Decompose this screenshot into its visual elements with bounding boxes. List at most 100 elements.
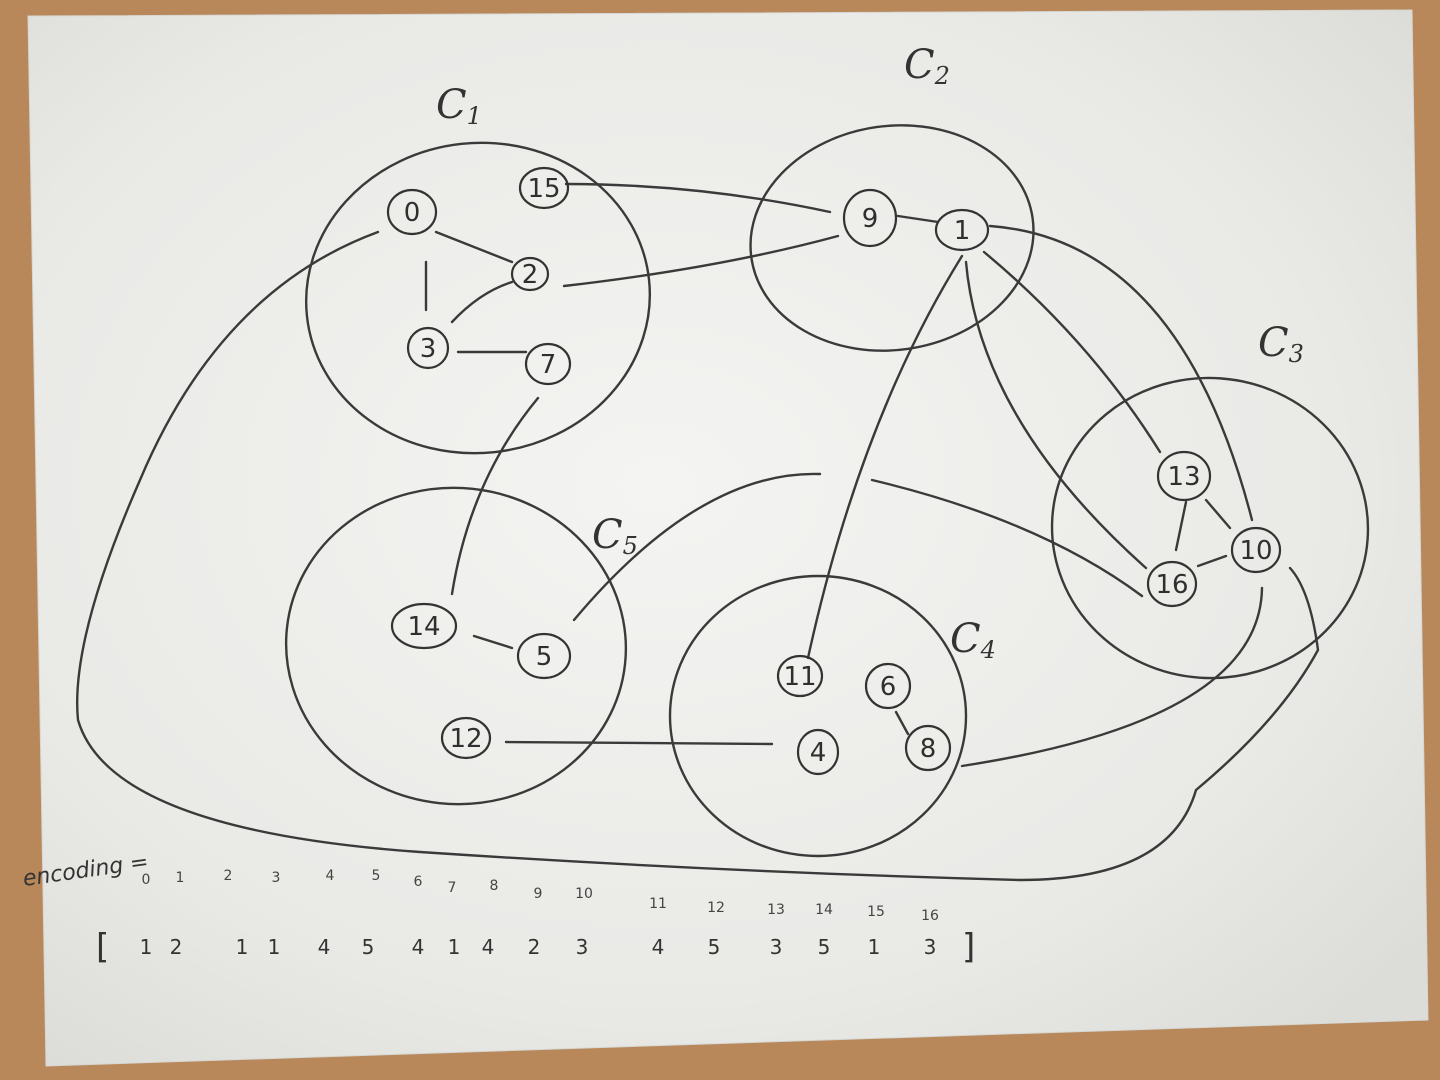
node-ring — [516, 632, 572, 680]
node-label: 5 — [536, 642, 553, 672]
node-ring — [776, 654, 824, 698]
node-label: 9 — [862, 204, 879, 234]
encoding-index: 5 — [372, 868, 381, 884]
edge-0-2 — [434, 230, 514, 264]
edge-8-10 — [960, 586, 1264, 768]
encoding-value: 1 — [140, 935, 153, 959]
encoding-index: 7 — [448, 880, 457, 896]
edge-5-16 — [572, 472, 1144, 622]
node-ring — [390, 602, 458, 650]
cluster-label-c5: C5 — [592, 512, 638, 560]
node-label: 7 — [540, 350, 557, 380]
encoding-value: 4 — [412, 935, 425, 959]
cluster-outlines — [284, 124, 1370, 858]
encoding-index: 16 — [921, 908, 939, 924]
encoding-index: 8 — [490, 878, 499, 894]
encoding-index: 0 — [142, 872, 151, 888]
node-label: 1 — [954, 216, 971, 246]
node-7: 7 — [524, 342, 572, 386]
encoding-close-bracket: ] — [962, 927, 975, 967]
cluster-c4-outline — [668, 574, 968, 858]
cluster-c5-outline — [284, 486, 628, 806]
edge-1-13 — [982, 250, 1162, 454]
edge-0-10 — [76, 230, 1320, 882]
encoding-value: 3 — [770, 935, 783, 959]
encoding-index: 11 — [649, 896, 667, 912]
cluster-c1-outline — [304, 141, 652, 455]
encoding-value: 4 — [318, 935, 331, 959]
node-label: 13 — [1167, 462, 1200, 492]
encoding-value: 1 — [868, 935, 881, 959]
edge-14-5 — [472, 634, 514, 650]
node-9: 9 — [842, 188, 898, 248]
encoding-value: 1 — [268, 935, 281, 959]
cluster-labels: C1 C2 C3 C4 C5 — [436, 42, 1304, 664]
node-ring — [510, 256, 550, 292]
encoding-index: 15 — [867, 904, 885, 920]
node-ring — [904, 724, 952, 772]
encoding-value: 1 — [448, 935, 461, 959]
encoding-index: 14 — [815, 902, 833, 918]
encoding-value: 3 — [924, 935, 937, 959]
node-label: 3 — [420, 334, 437, 364]
encoding-value: 5 — [818, 935, 831, 959]
node-label: 0 — [404, 198, 421, 228]
node-0: 0 — [386, 188, 438, 236]
node-label: 8 — [920, 734, 937, 764]
cluster-label-c2: C2 — [904, 42, 950, 90]
encoding-index: 9 — [534, 886, 543, 902]
encoding-value: 5 — [708, 935, 721, 959]
encoding-index: 10 — [575, 886, 593, 902]
edge-16-10 — [1196, 554, 1228, 568]
encoding-index: 2 — [224, 868, 233, 884]
node-15: 15 — [518, 166, 570, 210]
encoding-open-bracket: [ — [96, 927, 109, 967]
edge-12-4 — [504, 740, 774, 746]
node-10: 10 — [1230, 526, 1282, 574]
encoding-value: 2 — [528, 935, 541, 959]
cluster-c3-outline — [1050, 376, 1370, 680]
edges — [76, 182, 1320, 882]
encoding-index: 4 — [326, 868, 335, 884]
node-label: 12 — [449, 724, 482, 754]
node-14: 14 — [390, 602, 458, 650]
node-11: 11 — [776, 654, 824, 698]
edge-1-10 — [988, 224, 1254, 522]
node-ring — [386, 188, 438, 236]
node-ring — [1146, 560, 1198, 608]
node-ring — [864, 662, 912, 710]
encoding-index: 3 — [272, 870, 281, 886]
node-5: 5 — [516, 632, 572, 680]
encoding-index: 1 — [176, 870, 185, 886]
edge-3-2 — [450, 280, 514, 324]
node-ring — [934, 208, 990, 252]
edge-13-16 — [1174, 500, 1188, 552]
edge-1-11 — [806, 254, 964, 660]
node-ring — [440, 716, 492, 760]
node-label: 2 — [522, 260, 539, 290]
node-ring — [406, 326, 450, 370]
paper-sheet — [27, 9, 1429, 1067]
edge-15-9 — [564, 182, 832, 214]
node-ring — [524, 342, 572, 386]
edge-13-10 — [1204, 498, 1232, 530]
node-label: 6 — [880, 672, 897, 702]
encoding-index: 6 — [414, 874, 423, 890]
node-13: 13 — [1156, 450, 1212, 502]
node-label: 14 — [407, 612, 440, 642]
encoding-value: 2 — [170, 935, 183, 959]
edge-1-16 — [964, 260, 1148, 570]
node-ring — [796, 728, 840, 776]
node-16: 16 — [1146, 560, 1198, 608]
cluster-label-c1: C1 — [436, 82, 482, 130]
edge-2-9 — [562, 234, 840, 288]
edge-6-8 — [894, 710, 910, 736]
encoding-index: 12 — [707, 900, 725, 916]
node-label: 4 — [810, 738, 827, 768]
encoding-value: 5 — [362, 935, 375, 959]
